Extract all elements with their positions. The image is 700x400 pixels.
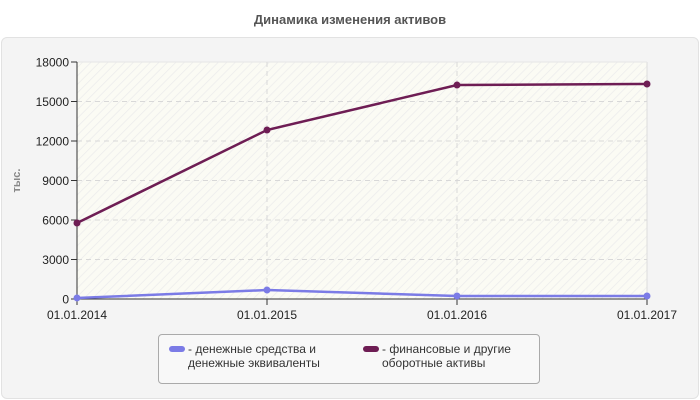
data-point [73, 294, 81, 302]
data-point [643, 292, 651, 300]
series-line-0 [76, 288, 647, 300]
legend-item-financial-assets[interactable]: - финансовые и другие оборотные активы [363, 342, 511, 370]
data-point [263, 286, 271, 294]
x-tick-label: 01.01.2014 [47, 308, 107, 322]
data-point [453, 292, 461, 300]
data-point [453, 81, 461, 89]
legend-label-financial-assets: - финансовые и другие оборотные активы [382, 342, 511, 370]
legend-swatch-financial-assets [363, 346, 379, 352]
chart-title: Динамика изменения активов [253, 12, 447, 27]
x-tick-label: 01.01.2016 [427, 308, 487, 322]
y-tick-label: 9000 [42, 174, 69, 188]
y-tick-label: 6000 [42, 214, 69, 228]
y-tick-label: 12000 [36, 135, 70, 149]
chart-legend: - денежные средства и денежные эквивален… [158, 334, 540, 384]
y-tick-label: 15000 [36, 95, 70, 109]
legend-label-cash: - денежные средства и денежные эквивален… [188, 342, 320, 370]
y-tick-label: 0 [62, 293, 69, 307]
data-point [643, 80, 651, 88]
legend-swatch-cash [169, 346, 185, 352]
y-tick-label: 18000 [36, 56, 70, 70]
data-point [263, 126, 271, 134]
data-point [73, 219, 81, 227]
y-axis-label: тыс. [11, 169, 23, 193]
series-line-1 [76, 82, 648, 225]
legend-item-cash[interactable]: - денежные средства и денежные эквивален… [169, 342, 320, 370]
y-tick-label: 3000 [42, 253, 69, 267]
x-tick-label: 01.01.2017 [617, 308, 677, 322]
x-tick-label: 01.01.2015 [237, 308, 297, 322]
